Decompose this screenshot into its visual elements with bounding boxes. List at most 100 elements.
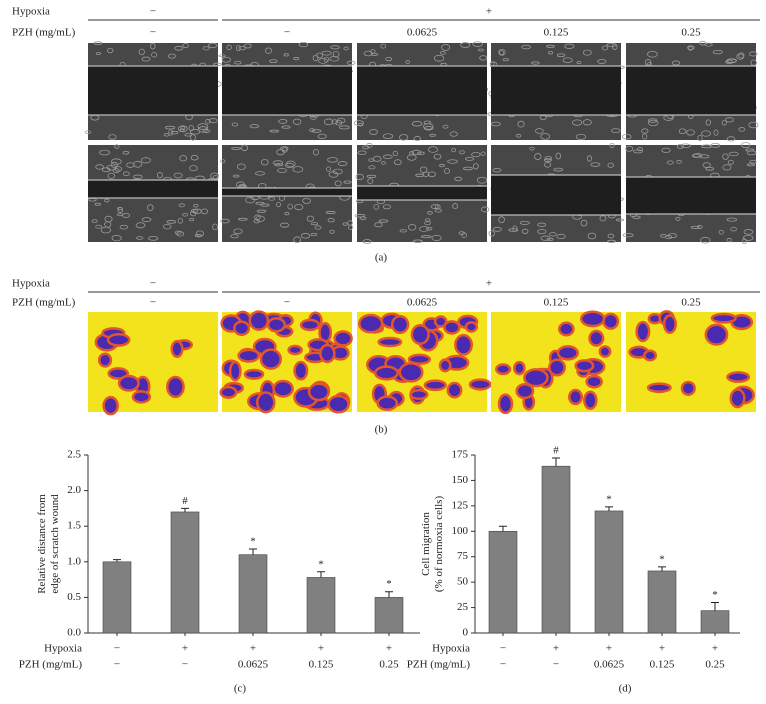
migrated-cell xyxy=(398,362,424,383)
scratch xyxy=(88,180,218,198)
cell xyxy=(607,162,614,168)
cell xyxy=(697,134,703,142)
cell xyxy=(479,55,488,61)
bar xyxy=(541,465,571,634)
error-bar xyxy=(249,548,257,555)
cell xyxy=(260,158,269,166)
bar xyxy=(306,577,336,634)
cell xyxy=(207,42,218,49)
cell xyxy=(517,120,525,128)
cell xyxy=(441,44,451,51)
y-tick-label: 150 xyxy=(452,474,469,486)
cell xyxy=(370,52,379,56)
cell xyxy=(411,149,422,156)
cell xyxy=(622,233,634,238)
migrated-cell xyxy=(233,320,251,336)
migrated-cell xyxy=(106,332,131,347)
row-value: + xyxy=(606,643,612,655)
cell xyxy=(553,167,564,172)
cell xyxy=(586,155,592,162)
cell xyxy=(607,233,615,239)
cell xyxy=(93,41,103,46)
cell xyxy=(230,234,239,239)
cell xyxy=(745,148,755,152)
cell xyxy=(728,151,739,157)
cell xyxy=(738,127,746,132)
cell xyxy=(327,218,335,223)
cell xyxy=(644,59,652,66)
error-bar xyxy=(658,566,666,571)
cell xyxy=(374,222,383,228)
cell xyxy=(232,174,240,178)
cell xyxy=(237,217,248,221)
migrated-cell xyxy=(454,333,473,356)
y-axis-label: Cell migration(% of normoxia cells) xyxy=(420,496,445,593)
cell xyxy=(700,236,711,244)
migrated-cell xyxy=(710,312,737,324)
scratch xyxy=(491,175,621,215)
cell xyxy=(104,198,110,203)
migrated-cell xyxy=(410,324,430,346)
cell xyxy=(241,144,249,152)
panel-label: (c) xyxy=(234,683,247,695)
cell xyxy=(647,50,658,58)
cell xyxy=(544,156,553,161)
cell xyxy=(277,168,287,173)
bar xyxy=(170,511,200,634)
cell xyxy=(132,174,143,179)
cell xyxy=(329,229,335,234)
cell xyxy=(107,172,116,179)
cell xyxy=(472,163,479,170)
migrated-cell xyxy=(237,348,261,363)
cell xyxy=(641,133,648,140)
cell xyxy=(423,123,434,130)
cell xyxy=(427,171,436,178)
cell xyxy=(671,60,681,66)
migrated-cell xyxy=(726,371,751,383)
cell xyxy=(180,126,186,131)
cell xyxy=(173,172,183,179)
migrated-cell xyxy=(643,349,658,362)
y-tick-label: 175 xyxy=(452,449,469,461)
cell xyxy=(359,216,367,220)
migrated-cell xyxy=(585,374,603,389)
cell xyxy=(726,217,738,222)
cell xyxy=(220,159,226,164)
cell xyxy=(680,143,691,148)
migrated-cell xyxy=(574,359,595,373)
scratch-image xyxy=(487,43,625,140)
migrated-cell xyxy=(409,388,429,401)
cell xyxy=(122,171,130,177)
cell xyxy=(210,172,219,180)
header-value: 0.125 xyxy=(544,27,569,39)
cell xyxy=(738,52,745,59)
migrated-cell xyxy=(579,310,606,328)
cell xyxy=(236,163,246,170)
cell xyxy=(564,43,575,49)
cell xyxy=(343,180,352,184)
migrated-cell xyxy=(228,360,242,382)
cell xyxy=(580,219,588,227)
cell xyxy=(312,149,319,156)
row-value: + xyxy=(318,643,324,655)
migrated-cell xyxy=(583,390,598,410)
cell xyxy=(178,203,185,208)
migrated-cell xyxy=(358,313,384,334)
y-axis-label-line: Relative distance from xyxy=(36,494,48,594)
cell xyxy=(346,60,356,66)
cell xyxy=(502,58,509,62)
cell xyxy=(218,54,226,58)
cell xyxy=(249,124,260,129)
cell xyxy=(611,128,621,134)
cell xyxy=(361,145,370,150)
cell xyxy=(625,145,634,152)
cell xyxy=(272,160,284,165)
cell xyxy=(167,53,176,59)
cell xyxy=(701,130,711,137)
cell xyxy=(369,129,378,135)
cell xyxy=(393,159,402,166)
row-label: Hypoxia xyxy=(12,6,50,18)
cell xyxy=(368,165,376,170)
bar xyxy=(374,597,404,634)
row-value: 0.0625 xyxy=(238,659,269,671)
